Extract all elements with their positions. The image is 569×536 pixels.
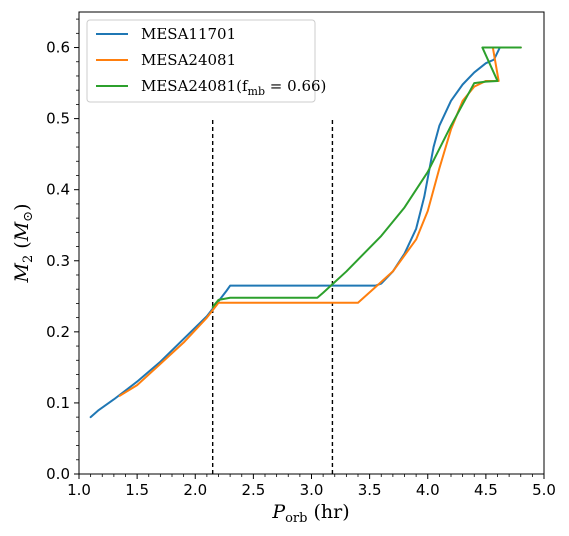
x-tick-label: 5.0 [532, 481, 556, 499]
x-axis-ticks: 1.0 1.5 2.0 2.5 3.0 3.5 4.0 4.5 5.0 [67, 474, 556, 499]
x-tick-label: 4.0 [416, 481, 440, 499]
legend-label: MESA11701 [141, 25, 236, 43]
x-tick-label: 2.0 [183, 481, 207, 499]
x-tick-label: 1.0 [67, 481, 91, 499]
y-tick-label: 0.5 [46, 110, 70, 128]
x-axis-minor-ticks [90, 474, 533, 477]
y-axis-minor-ticks [76, 18, 79, 461]
series-line-2 [211, 46, 522, 308]
y-tick-label: 0.2 [46, 323, 70, 341]
legend: MESA11701 MESA24081 MESA24081(fmb = 0.66) [86, 19, 326, 103]
legend-label: MESA24081 [141, 51, 236, 69]
series-line-0 [89, 46, 522, 419]
legend-box [86, 19, 316, 103]
y-tick-label: 0.6 [46, 39, 70, 57]
reference-lines [211, 118, 334, 474]
legend-label: MESA24081(fmb = 0.66) [141, 77, 326, 98]
y-tick-label: 0.0 [46, 465, 70, 483]
x-tick-label: 1.5 [125, 481, 149, 499]
y-axis-ticks: 0.0 0.1 0.2 0.3 0.4 0.5 0.6 [46, 39, 79, 483]
y-tick-label: 0.4 [46, 181, 70, 199]
y-tick-label: 0.3 [46, 252, 70, 270]
y-axis-label: M2 (M⊙) [11, 204, 36, 284]
x-tick-label: 3.5 [358, 481, 382, 499]
series-lines [89, 46, 522, 419]
x-tick-label: 2.5 [241, 481, 265, 499]
x-tick-label: 4.5 [474, 481, 498, 499]
y-tick-label: 0.1 [46, 394, 70, 412]
x-tick-label: 3.0 [300, 481, 324, 499]
x-axis-label: Porb (hr) [271, 501, 349, 526]
